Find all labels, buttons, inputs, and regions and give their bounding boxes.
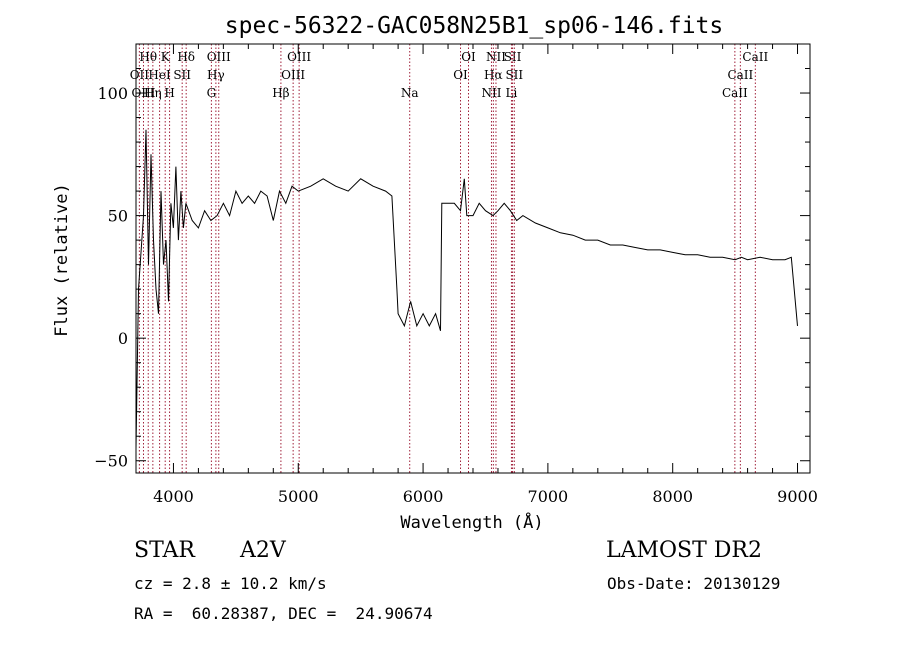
spectrum-line bbox=[135, 129, 798, 449]
x-axis: 4000 5000 6000 7000 8000 9000 bbox=[153, 44, 818, 506]
marker-label-0: Hθ bbox=[139, 50, 157, 64]
coordinates: RA = 60.28387, DEC = 24.90674 bbox=[134, 604, 433, 623]
marker-label-17: OI bbox=[453, 68, 468, 82]
marker-label-3: Hη bbox=[144, 86, 162, 100]
marker-label-19: SII bbox=[504, 50, 522, 64]
x-tick-label-9000: 9000 bbox=[777, 487, 818, 506]
marker-label-4: K bbox=[161, 50, 171, 64]
marker-label-6: SII bbox=[173, 68, 191, 82]
marker-label-9: OIII bbox=[207, 50, 231, 64]
marker-label-7: H bbox=[164, 86, 174, 100]
object-class: STAR bbox=[134, 538, 195, 563]
x-tick-label-7000: 7000 bbox=[528, 487, 569, 506]
y-axis: −50 0 50 100 bbox=[94, 68, 810, 471]
x-tick-label-4000: 4000 bbox=[153, 487, 194, 506]
y-tick-label--50: −50 bbox=[94, 452, 128, 471]
marker-label-11: G bbox=[207, 86, 217, 100]
marker-label-10: Hγ bbox=[207, 68, 225, 82]
marker-label-24: CaII bbox=[742, 50, 768, 64]
redshift-cz: cz = 2.8 ± 10.2 km/s bbox=[134, 574, 327, 593]
object-subclass: A2V bbox=[240, 538, 286, 563]
marker-label-1: OII bbox=[130, 68, 150, 82]
x-axis-label: Wavelength (Å) bbox=[400, 511, 543, 533]
marker-label-26: CaII bbox=[722, 86, 748, 100]
marker-label-5: HeI bbox=[148, 68, 171, 82]
marker-label-16: OI bbox=[461, 50, 476, 64]
y-tick-label-0: 0 bbox=[118, 329, 128, 348]
marker-label-8: Hδ bbox=[177, 50, 195, 64]
marker-label-20: Hα bbox=[484, 68, 503, 82]
marker-label-25: CaII bbox=[727, 68, 753, 82]
observation-date: Obs-Date: 20130129 bbox=[607, 574, 781, 593]
marker-label-21: SII bbox=[505, 68, 523, 82]
y-tick-label-100: 100 bbox=[97, 84, 128, 103]
marker-label-23: Li bbox=[506, 86, 518, 100]
y-tick-label-50: 50 bbox=[108, 207, 128, 226]
plot-frame bbox=[135, 43, 811, 474]
marker-label-12: OIII bbox=[287, 50, 311, 64]
x-tick-label-5000: 5000 bbox=[278, 487, 319, 506]
x-tick-label-6000: 6000 bbox=[403, 487, 444, 506]
marker-label-13: OIII bbox=[281, 68, 305, 82]
marker-label-14: Hβ bbox=[272, 86, 289, 100]
marker-label-15: Na bbox=[401, 86, 419, 100]
survey-name: LAMOST DR2 bbox=[606, 538, 762, 563]
y-axis-label: Flux (relative) bbox=[52, 183, 72, 337]
chart-title: spec-56322-GAC058N25B1_sp06-146.fits bbox=[225, 13, 724, 39]
marker-label-18: NII bbox=[486, 50, 506, 64]
x-tick-label-8000: 8000 bbox=[652, 487, 693, 506]
marker-label-22: NII bbox=[481, 86, 501, 100]
